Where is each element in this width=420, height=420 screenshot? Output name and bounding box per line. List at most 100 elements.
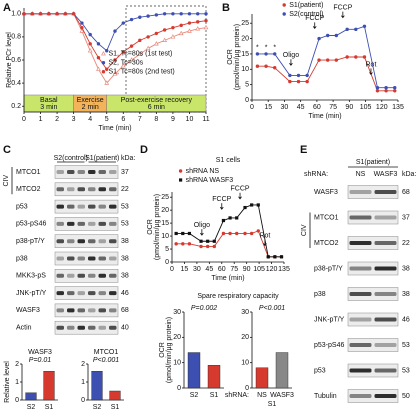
y-axis-label: (pmol/min/µg protein)	[234, 24, 241, 90]
arrow	[238, 192, 242, 200]
legend-label: shRNA WASF3	[186, 177, 234, 184]
y-tick-label: 0	[15, 397, 19, 404]
point	[96, 42, 101, 46]
annotation: Rot	[259, 232, 270, 239]
blot-band	[56, 187, 64, 192]
blot-band	[374, 215, 397, 220]
protein-label: WASF3	[314, 189, 338, 196]
blot-band	[98, 221, 106, 226]
point	[129, 44, 134, 48]
y-tick-label: 0.6	[11, 57, 21, 64]
lane-label: NS	[356, 171, 366, 178]
point	[105, 67, 109, 71]
y-tick-label: 20	[241, 334, 249, 341]
point	[212, 244, 217, 249]
legend-label: S1, Tc=80s (2nd test)	[108, 69, 174, 76]
x-tick-label: 11	[202, 116, 209, 123]
blot-strip	[347, 261, 399, 276]
blot-band	[67, 239, 75, 244]
x-axis-label: Time (min)	[308, 113, 341, 120]
protein-label: p53	[314, 367, 326, 374]
x-tick-label: 135	[278, 266, 290, 273]
protein-label: p38	[314, 291, 326, 298]
point	[317, 58, 321, 62]
phase-duration: 3 min	[40, 104, 57, 111]
point	[187, 12, 192, 16]
blot-band	[374, 368, 397, 373]
point	[63, 12, 68, 16]
blot-strip	[347, 210, 399, 225]
blot-band	[349, 368, 372, 373]
point	[71, 12, 76, 16]
blot-band	[77, 170, 85, 174]
y-tick-label: 20	[173, 334, 181, 341]
panel-letter: C	[3, 144, 11, 156]
blot-strip	[54, 182, 119, 197]
point	[187, 242, 192, 246]
y-tick-label: 10	[241, 360, 249, 367]
blot-group-label: S2(control)	[54, 155, 88, 162]
panel-letter: D	[140, 144, 148, 156]
blot-strip	[347, 389, 399, 403]
x-tick-label: 90	[243, 266, 251, 273]
kda-value: 53	[121, 203, 129, 210]
blot-band	[374, 394, 397, 398]
bar	[187, 352, 201, 389]
point	[345, 55, 349, 59]
significance-star: *	[265, 45, 268, 52]
kda-value: 37	[402, 214, 410, 221]
blot-band	[88, 325, 96, 330]
p-value: P=0.01	[29, 357, 51, 364]
y-tick-label: 2	[81, 361, 85, 368]
blot-strip	[54, 269, 119, 283]
legend-marker	[179, 178, 183, 182]
blot-band	[56, 291, 64, 296]
x-tick-label: 0	[250, 104, 254, 111]
blot-band	[77, 273, 85, 278]
civ-label: CIV	[3, 174, 10, 186]
blot-band	[98, 291, 106, 296]
legend-label: shRNA NS	[186, 168, 220, 175]
arrow	[200, 229, 204, 236]
panel-letter: B	[222, 2, 230, 14]
point	[170, 34, 176, 39]
blot-band	[88, 204, 96, 209]
blot-band	[349, 317, 372, 322]
blot-strip	[54, 303, 119, 318]
point	[196, 12, 200, 16]
point	[181, 231, 185, 236]
y-tick-label: 1	[15, 379, 19, 386]
bar	[255, 367, 269, 389]
point	[79, 28, 85, 33]
arrow	[312, 22, 317, 30]
blot-band	[88, 291, 96, 296]
y-tick-label: 0	[245, 97, 249, 104]
blot-band	[98, 308, 106, 313]
y-axis-label: OCR	[159, 342, 166, 358]
point	[205, 244, 210, 249]
x-tick-label: 45	[205, 266, 213, 273]
blot-strip	[54, 286, 119, 300]
kda-value: 68	[402, 189, 410, 196]
legend-marker	[282, 12, 286, 16]
y-tick-label: 0.2	[11, 103, 21, 110]
legend-label: S1, Tc=80s (1st test)	[108, 51, 172, 58]
protein-label: MTCO2	[16, 186, 41, 193]
blot-band	[98, 204, 106, 209]
blot-band	[67, 187, 75, 192]
x-tick-label: 6	[121, 116, 125, 123]
point	[162, 12, 167, 16]
annotation: FCCP	[305, 15, 324, 22]
point	[354, 55, 358, 59]
legend-marker	[101, 51, 106, 56]
kda-value: 53	[121, 221, 129, 228]
point	[288, 79, 292, 84]
x-tick-label: 8	[154, 116, 158, 123]
point	[179, 12, 183, 16]
point	[199, 244, 203, 249]
blot-band	[374, 241, 397, 245]
kda-value: 22	[402, 240, 410, 247]
x-tick-label: 5	[105, 116, 109, 123]
annotation: Oligo	[194, 222, 210, 229]
arrow	[341, 11, 345, 19]
